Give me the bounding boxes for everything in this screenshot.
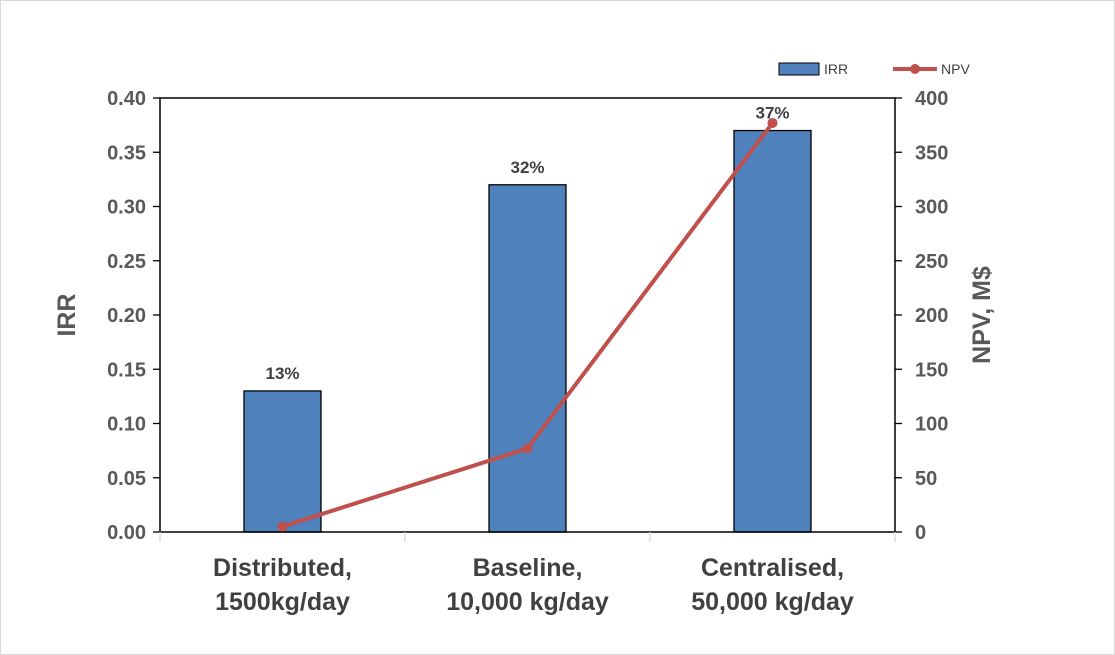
right-tick-label: 100	[915, 414, 948, 436]
npv-point	[522, 443, 533, 454]
irr-bar	[488, 184, 567, 533]
right-axis-ticks: 0 50 100 150 200 250 300 350 400	[895, 88, 948, 544]
right-tick-label: 250	[915, 251, 948, 273]
legend-npv-label: NPV	[941, 61, 970, 77]
npv-series	[277, 117, 778, 532]
right-tick-label: 300	[915, 197, 948, 219]
left-tick-label: 0.25	[107, 251, 146, 273]
npv-point	[277, 521, 288, 532]
x-category-label: Distributed, 1500kg/day	[213, 554, 352, 616]
left-axis-title: IRR	[53, 293, 81, 336]
right-tick-label: 400	[915, 88, 948, 110]
legend: IRR NPV	[778, 61, 970, 77]
irr-data-labels: 13% 32% 37%	[265, 104, 789, 383]
x-category-label: Baseline, 10,000 kg/day	[446, 554, 609, 616]
irr-bars	[243, 129, 812, 533]
legend-irr-label: IRR	[824, 61, 848, 77]
irr-bar	[733, 129, 812, 533]
left-tick-label: 0.10	[107, 414, 146, 436]
right-tick-label: 200	[915, 305, 948, 327]
left-tick-label: 0.40	[107, 88, 146, 110]
right-tick-label: 350	[915, 142, 948, 164]
x-category-label: Centralised, 50,000 kg/day	[691, 554, 854, 616]
irr-data-label: 32%	[510, 158, 544, 177]
irr-data-label: 37%	[755, 104, 789, 123]
x-axis: Distributed, 1500kg/day Baseline, 10,000 kg…	[159, 532, 896, 616]
left-tick-label: 0.05	[107, 468, 146, 490]
left-axis-ticks: 0.00 0.05 0.10 0.15 0.20 0.25 0.30 0.35 0.40	[107, 88, 160, 544]
left-tick-label: 0.20	[107, 305, 146, 327]
irr-bar	[243, 390, 322, 533]
legend-npv-marker	[910, 64, 920, 74]
right-tick-label: 50	[915, 468, 937, 490]
left-tick-label: 0.35	[107, 142, 146, 164]
right-tick-label: 0	[915, 522, 926, 544]
irr-data-label: 13%	[265, 364, 299, 383]
left-tick-label: 0.00	[107, 522, 146, 544]
right-tick-label: 150	[915, 359, 948, 381]
left-tick-label: 0.15	[107, 359, 146, 381]
legend-irr-swatch	[778, 62, 820, 76]
left-tick-label: 0.30	[107, 197, 146, 219]
npv-point	[767, 117, 778, 128]
right-axis-title: NPV, M$	[968, 266, 996, 364]
